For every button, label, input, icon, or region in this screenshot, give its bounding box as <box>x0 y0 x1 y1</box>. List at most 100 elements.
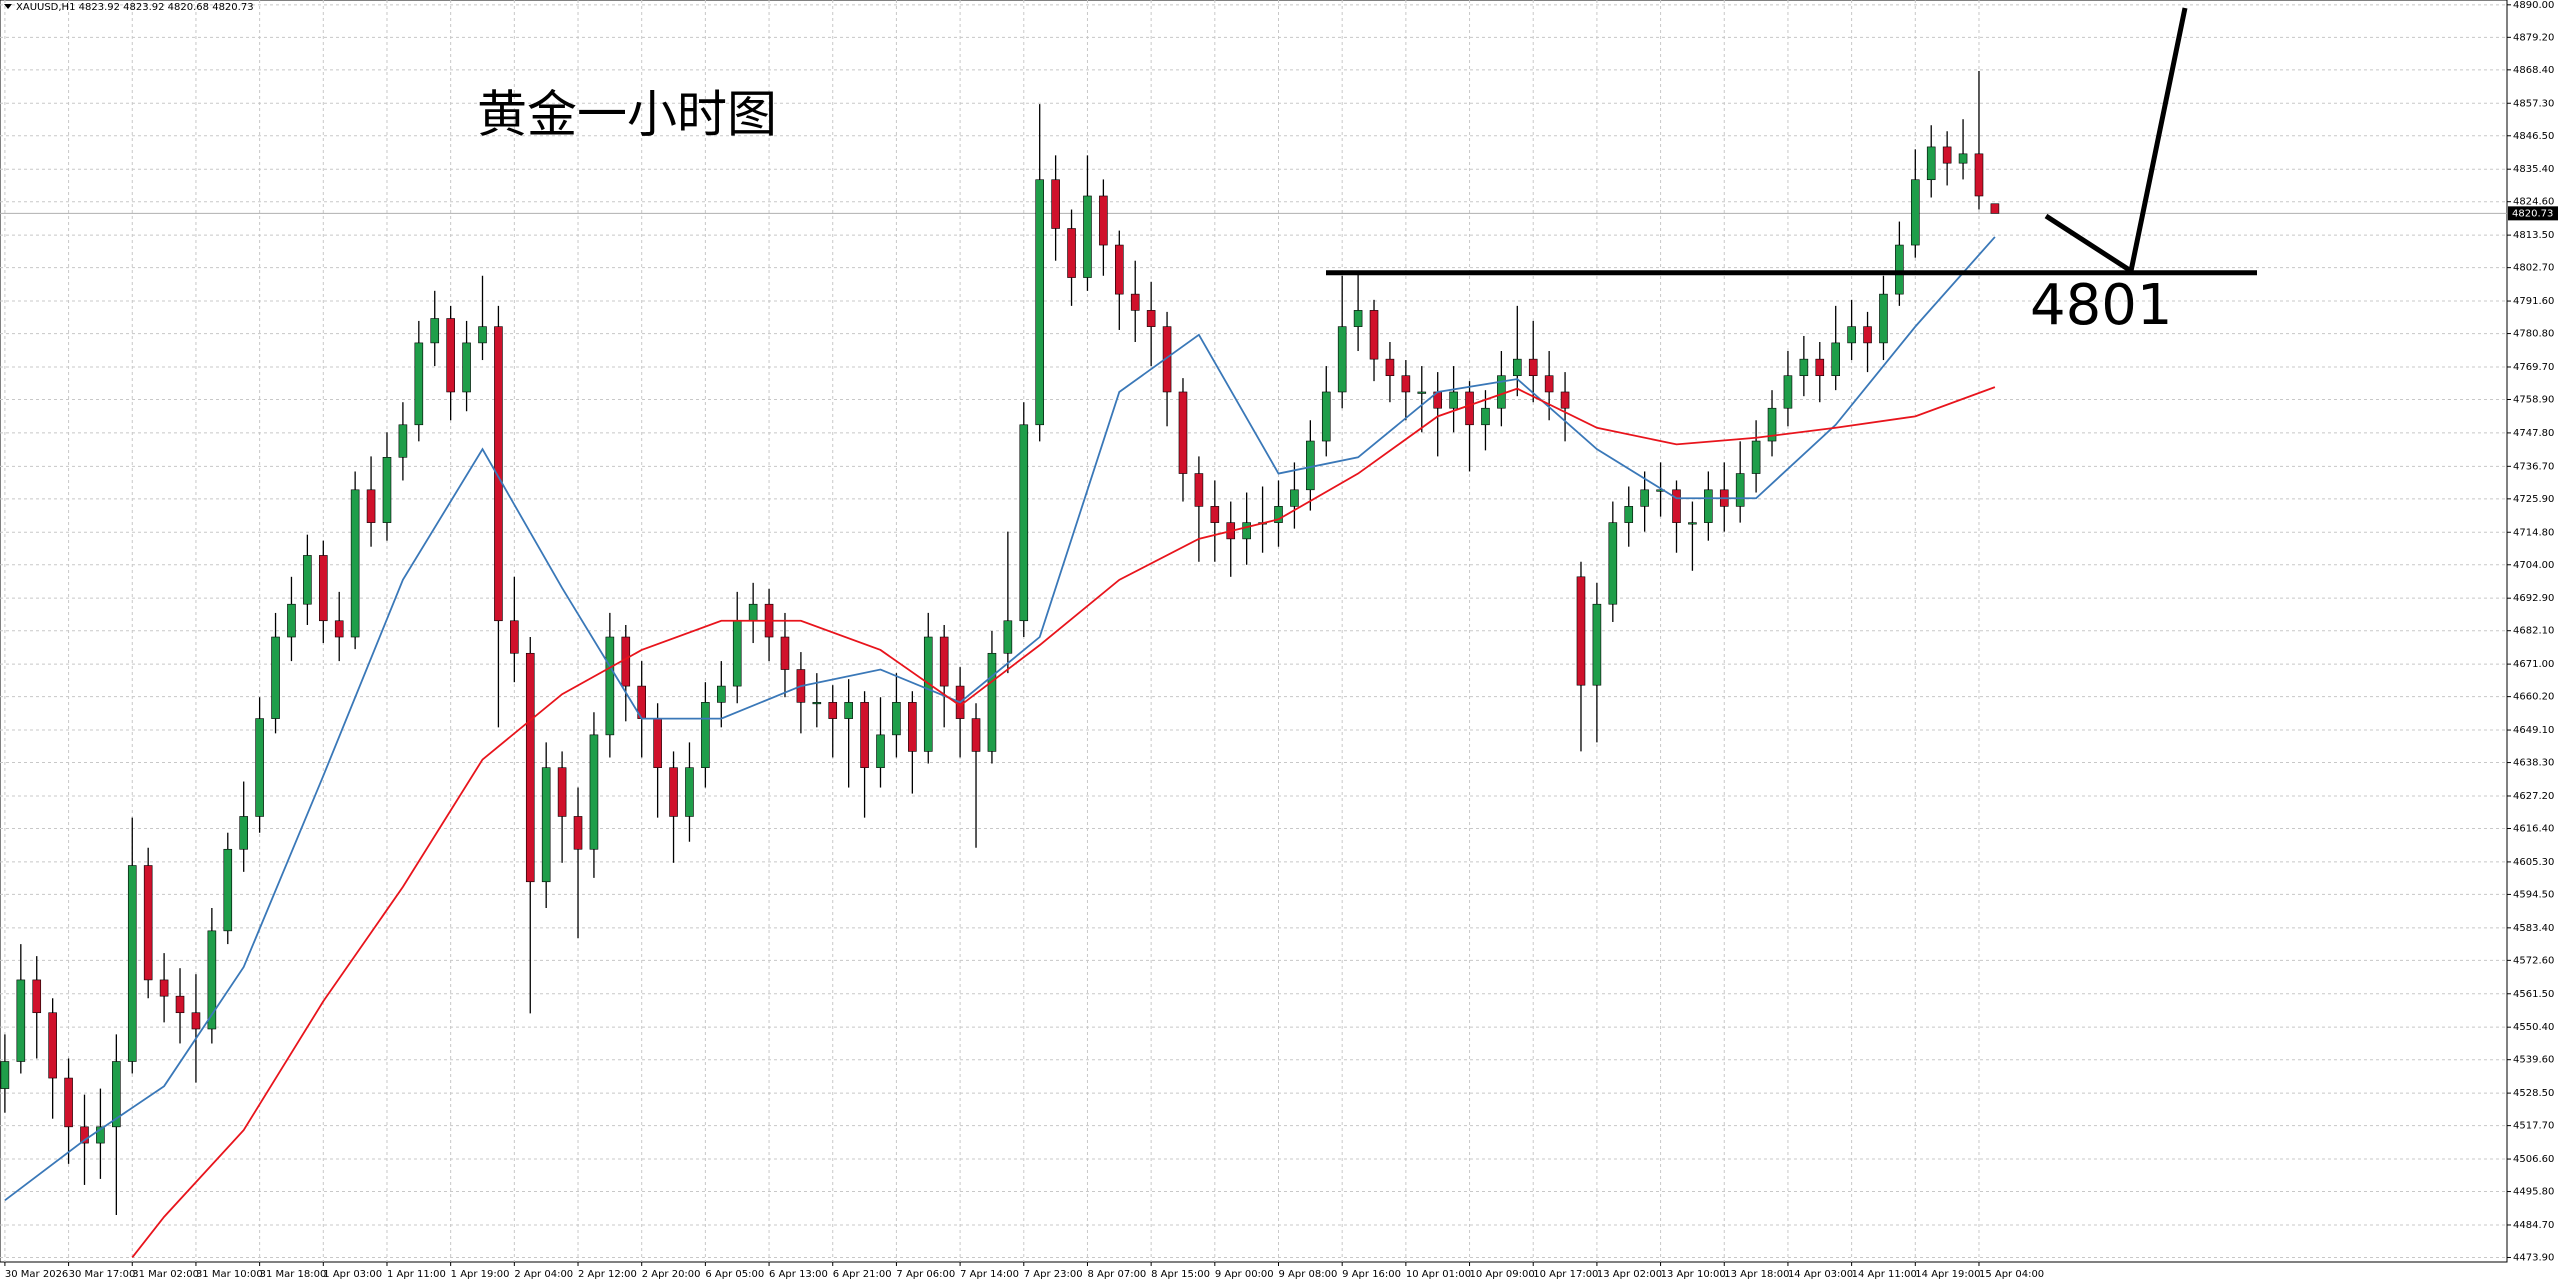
y-tick-label: 4572.60 <box>2513 955 2554 966</box>
candle-body <box>0 1061 10 1089</box>
y-tick-label: 4627.20 <box>2513 791 2554 802</box>
x-tick-label: 2 Apr 12:00 <box>578 1269 637 1280</box>
candle-body <box>1242 522 1251 540</box>
x-tick-label: 9 Apr 08:00 <box>1279 1269 1338 1280</box>
y-tick-label: 4802.70 <box>2513 263 2554 274</box>
x-tick-label: 10 Apr 09:00 <box>1470 1269 1535 1280</box>
x-tick-label: 13 Apr 10:00 <box>1661 1269 1726 1280</box>
y-tick-label: 4868.40 <box>2513 65 2554 76</box>
candle-body <box>1385 358 1395 377</box>
y-tick-label: 4824.60 <box>2513 197 2554 208</box>
y-tick-label: 4671.00 <box>2513 659 2554 670</box>
candle-body <box>1544 375 1554 393</box>
candle-body <box>732 620 742 687</box>
candle-body <box>446 318 455 393</box>
candle-body <box>605 636 615 736</box>
candle-body <box>1067 228 1076 278</box>
y-tick-label: 4758.90 <box>2513 394 2554 405</box>
candle-body <box>685 767 694 817</box>
y-tick-label: 4594.50 <box>2513 889 2554 900</box>
candle-body <box>1688 522 1697 525</box>
header: XAUUSD,H1 4823.92 4823.92 4820.68 4820.7… <box>16 2 254 13</box>
candle-body <box>1481 407 1490 426</box>
candle-body <box>971 718 981 752</box>
x-tick-label: 6 Apr 13:00 <box>769 1269 828 1280</box>
candle-body <box>701 702 710 768</box>
candle-body <box>430 318 440 344</box>
candle-body <box>16 979 26 1062</box>
candle-body <box>1130 293 1140 311</box>
candle-body <box>1178 391 1188 474</box>
candle-body <box>1083 195 1092 278</box>
x-tick-label: 31 Mar 02:00 <box>132 1269 199 1280</box>
x-tick-label: 8 Apr 15:00 <box>1151 1269 1210 1280</box>
candle-body <box>1274 506 1283 523</box>
candle-body <box>255 718 264 817</box>
candle-body <box>1815 358 1825 377</box>
candle-body <box>748 603 758 622</box>
candle-body <box>1847 326 1856 344</box>
candle-body <box>318 555 328 622</box>
candle-body <box>1449 391 1458 409</box>
candle-body <box>812 702 822 705</box>
candle-body <box>382 456 392 523</box>
candle-body <box>1337 326 1347 393</box>
candle-body <box>1879 293 1888 344</box>
x-tick-label: 31 Mar 18:00 <box>260 1269 327 1280</box>
candle-body <box>1672 489 1681 523</box>
x-tick-label: 9 Apr 16:00 <box>1342 1269 1401 1280</box>
candle-body <box>494 326 503 622</box>
x-tick-label: 10 Apr 01:00 <box>1406 1269 1471 1280</box>
menu-arrow[interactable] <box>4 4 12 9</box>
candle-body <box>923 636 933 752</box>
x-tick-label: 14 Apr 19:00 <box>1915 1269 1980 1280</box>
candle-body <box>1369 310 1379 360</box>
x-tick-label: 7 Apr 14:00 <box>960 1269 1019 1280</box>
candle-body <box>557 767 567 817</box>
x-tick-label: 2 Apr 20:00 <box>642 1269 701 1280</box>
candle-body <box>398 424 408 458</box>
y-tick-label: 4528.50 <box>2513 1088 2554 1099</box>
candle-body <box>127 865 137 1062</box>
y-tick-label: 4692.90 <box>2513 593 2554 604</box>
x-tick-label: 7 Apr 06:00 <box>896 1269 955 1280</box>
candle-body <box>334 620 344 638</box>
candle-body <box>80 1126 89 1144</box>
y-tick-label: 4769.70 <box>2513 362 2554 373</box>
candle-body <box>1735 473 1745 507</box>
x-tick-label: 13 Apr 18:00 <box>1724 1269 1789 1280</box>
candle-body <box>1958 153 1968 164</box>
candle-body <box>1401 375 1411 393</box>
x-tick-label: 30 Mar 17:00 <box>69 1269 136 1280</box>
candle-body <box>525 652 535 883</box>
candle-body <box>876 734 885 768</box>
candle-body <box>1608 522 1618 605</box>
candle-body <box>1051 179 1060 229</box>
candle-body <box>223 848 233 932</box>
y-tick-label: 4704.00 <box>2513 560 2554 571</box>
candle-body <box>1704 489 1713 523</box>
candle-body <box>1417 391 1427 394</box>
y-tick-label: 4714.80 <box>2513 527 2554 538</box>
candle-body <box>669 767 678 817</box>
y-tick-label: 4561.50 <box>2513 989 2554 1000</box>
candle-body <box>112 1061 121 1128</box>
candle-body <box>48 1012 57 1079</box>
y-tick-label: 4605.30 <box>2513 857 2554 868</box>
candle-body <box>1306 440 1315 491</box>
candle-body <box>350 489 360 638</box>
level-label: 4801 <box>2030 273 2173 338</box>
candle-body <box>939 636 949 687</box>
y-tick-label: 4495.80 <box>2513 1187 2554 1198</box>
candle-body <box>1895 244 1904 295</box>
candle-body <box>1035 179 1044 426</box>
candle-body <box>207 930 217 1030</box>
y-tick-label: 4682.10 <box>2513 626 2554 637</box>
candle-body <box>1290 489 1299 507</box>
candle-body <box>414 342 424 426</box>
y-tick-label: 4857.30 <box>2513 98 2554 109</box>
y-tick-label: 4725.90 <box>2513 494 2554 505</box>
candle-body <box>573 816 583 850</box>
y-tick-label: 4846.50 <box>2513 131 2554 142</box>
x-tick-label: 15 Apr 04:00 <box>1979 1269 2044 1280</box>
